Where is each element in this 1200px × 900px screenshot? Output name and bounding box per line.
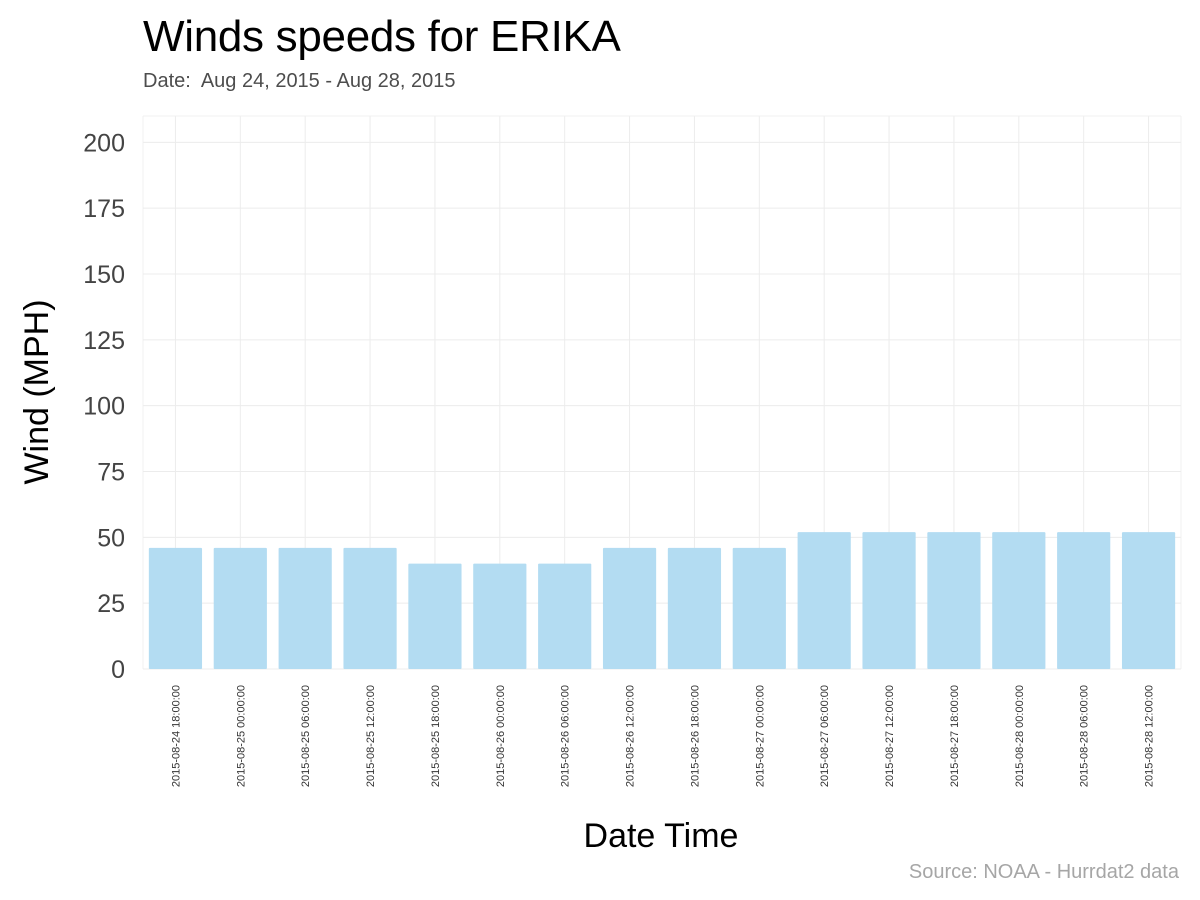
x-tick-label: 2015-08-26 00:00:00 xyxy=(495,685,507,787)
bar xyxy=(992,532,1046,669)
x-tick-label: 2015-08-24 18:00:00 xyxy=(170,685,182,787)
y-tick-label: 75 xyxy=(97,459,125,487)
bars xyxy=(148,532,1176,669)
x-tick-label: 2015-08-27 06:00:00 xyxy=(819,685,831,787)
y-axis-ticks: 0 25 50 75 100 125 150 175 200 xyxy=(83,129,125,684)
bar xyxy=(927,532,981,669)
bar xyxy=(213,547,267,669)
y-tick-label: 50 xyxy=(97,524,125,552)
y-tick-label: 175 xyxy=(83,195,125,223)
bar xyxy=(473,563,527,669)
bar xyxy=(538,563,592,669)
x-tick-label: 2015-08-27 12:00:00 xyxy=(884,685,896,787)
x-axis-title: Date Time xyxy=(584,817,739,855)
bar xyxy=(667,547,722,669)
bar xyxy=(862,532,916,669)
bar xyxy=(732,547,786,669)
x-tick-label: 2015-08-25 00:00:00 xyxy=(235,685,247,787)
bar xyxy=(408,563,462,669)
chart-title: Winds speeds for ERIKA xyxy=(143,12,621,61)
x-tick-label: 2015-08-28 12:00:00 xyxy=(1144,685,1156,787)
x-tick-label: 2015-08-26 06:00:00 xyxy=(560,685,572,787)
y-tick-label: 25 xyxy=(97,590,125,618)
bar xyxy=(602,547,657,669)
bar xyxy=(1121,532,1176,669)
y-tick-label: 0 xyxy=(111,656,125,684)
y-tick-label: 125 xyxy=(83,327,125,355)
x-tick-label: 2015-08-28 00:00:00 xyxy=(1014,685,1026,787)
y-tick-label: 200 xyxy=(83,129,125,157)
x-tick-label: 2015-08-25 06:00:00 xyxy=(300,685,312,787)
x-tick-label: 2015-08-25 18:00:00 xyxy=(430,685,442,787)
x-tick-label: 2015-08-27 18:00:00 xyxy=(949,685,961,787)
bar xyxy=(148,547,203,669)
y-axis-title: Wind (MPH) xyxy=(18,299,56,484)
chart-caption: Source: NOAA - Hurrdat2 data xyxy=(908,861,1179,883)
y-tick-label: 100 xyxy=(83,393,125,421)
x-tick-label: 2015-08-26 18:00:00 xyxy=(689,685,701,787)
chart-subtitle: Date: Aug 24, 2015 - Aug 28, 2015 xyxy=(143,70,456,92)
bar xyxy=(797,532,851,669)
x-tick-label: 2015-08-27 00:00:00 xyxy=(754,685,766,787)
bar xyxy=(1057,532,1111,669)
bar xyxy=(343,547,397,669)
x-tick-label: 2015-08-28 06:00:00 xyxy=(1079,685,1091,787)
x-tick-label: 2015-08-25 12:00:00 xyxy=(365,685,377,787)
x-tick-label: 2015-08-26 12:00:00 xyxy=(625,685,637,787)
bar xyxy=(278,547,332,669)
x-axis-ticks: 2015-08-24 18:00:00 2015-08-25 00:00:00 20… xyxy=(170,685,1155,787)
y-tick-label: 150 xyxy=(83,261,125,289)
